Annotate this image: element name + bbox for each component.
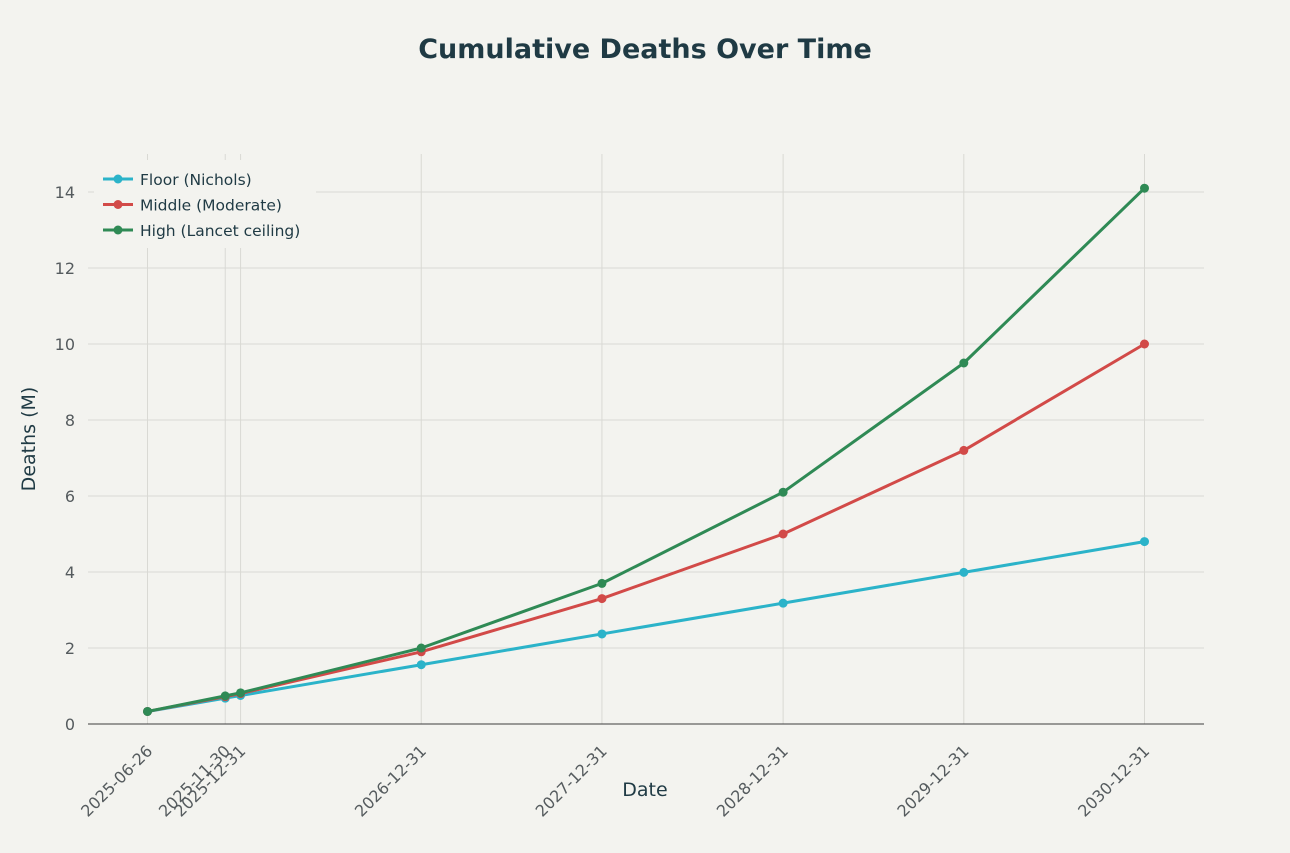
data-point	[959, 567, 969, 577]
data-point	[220, 691, 230, 701]
y-tick-label: 2	[65, 639, 75, 658]
data-point	[597, 578, 607, 588]
legend-item[interactable]: Floor (Nichols)	[103, 171, 252, 189]
series-0	[143, 537, 1149, 716]
grid-layer	[88, 154, 1204, 724]
y-tick-label: 0	[65, 715, 75, 734]
data-point	[778, 487, 788, 497]
data-point	[1140, 183, 1149, 193]
data-point	[236, 688, 246, 698]
data-point	[597, 629, 607, 639]
series-layer	[143, 183, 1149, 716]
legend-swatch-marker	[113, 200, 123, 209]
x-tick-label: 2028-12-31	[713, 741, 792, 820]
data-point	[416, 643, 426, 653]
data-point	[778, 529, 788, 539]
y-tick-label: 6	[65, 487, 75, 506]
x-tick-label: 2025-06-26	[77, 741, 156, 820]
y-tick-label: 12	[55, 259, 75, 278]
data-point	[959, 358, 969, 368]
x-tick-label: 2027-12-31	[532, 741, 611, 820]
legend-item[interactable]: High (Lancet ceiling)	[103, 222, 300, 240]
series-line	[146, 540, 1146, 713]
data-point	[597, 594, 607, 604]
data-point	[1140, 537, 1149, 547]
chart-title: Cumulative Deaths Over Time	[418, 34, 872, 65]
legend-label: Middle (Moderate)	[140, 197, 282, 215]
data-point	[1140, 339, 1149, 349]
x-tick-label: 2029-12-31	[893, 741, 972, 820]
series-line	[146, 342, 1146, 713]
x-axis-label: Date	[622, 779, 667, 801]
y-tick-label: 10	[55, 335, 75, 354]
y-tick-label: 14	[55, 183, 75, 202]
y-tick-label: 4	[65, 563, 75, 582]
legend-swatch-marker	[113, 174, 123, 184]
data-point	[959, 445, 969, 455]
legend-label: High (Lancet ceiling)	[140, 222, 300, 240]
x-tick-label: 2030-12-31	[1074, 741, 1153, 820]
axis-layer: 024681012142025-06-262025-11-302025-12-3…	[55, 183, 1204, 821]
legend[interactable]: Floor (Nichols) Middle (Moderate) High (La…	[94, 160, 316, 248]
y-tick-label: 8	[65, 411, 75, 430]
y-axis-label: Deaths (M)	[18, 387, 40, 492]
legend-label: Floor (Nichols)	[140, 171, 252, 189]
legend-swatch-marker	[113, 225, 123, 235]
data-point	[143, 706, 152, 716]
data-point	[416, 660, 426, 670]
series-1	[143, 339, 1149, 716]
x-tick-label: 2026-12-31	[351, 741, 430, 820]
series-line	[146, 186, 1146, 713]
series-2	[143, 183, 1149, 716]
data-point	[778, 598, 788, 608]
legend-item[interactable]: Middle (Moderate)	[103, 197, 282, 215]
